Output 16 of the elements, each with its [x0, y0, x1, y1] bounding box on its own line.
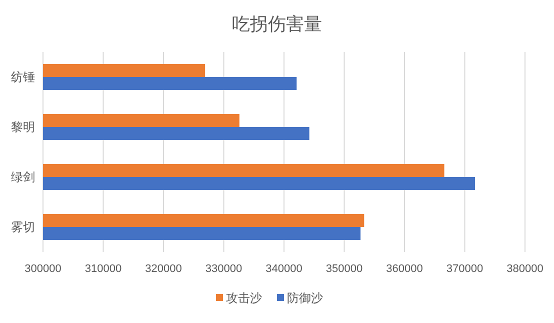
y-tick-label: 纺锤 — [11, 70, 35, 84]
y-tick-label: 绿剑 — [11, 170, 35, 184]
x-tick-label: 340000 — [266, 263, 302, 275]
x-tick-label: 380000 — [506, 263, 544, 275]
x-tick-label: 310000 — [84, 263, 122, 275]
x-tick-label: 370000 — [446, 263, 484, 275]
x-tick-label: 330000 — [205, 263, 242, 275]
x-tick-label: 360000 — [386, 263, 423, 275]
legend-label: 攻击沙 — [226, 291, 262, 305]
y-tick-label: 雾切 — [11, 220, 35, 234]
y-tick-label: 黎明 — [11, 120, 35, 134]
chart-title: 吃拐伤害量 — [232, 14, 322, 34]
x-tick-label: 320000 — [145, 263, 182, 275]
x-tick-label: 300000 — [24, 263, 62, 275]
x-tick-label: 350000 — [326, 263, 363, 275]
legend-label: 防御沙 — [287, 291, 323, 305]
